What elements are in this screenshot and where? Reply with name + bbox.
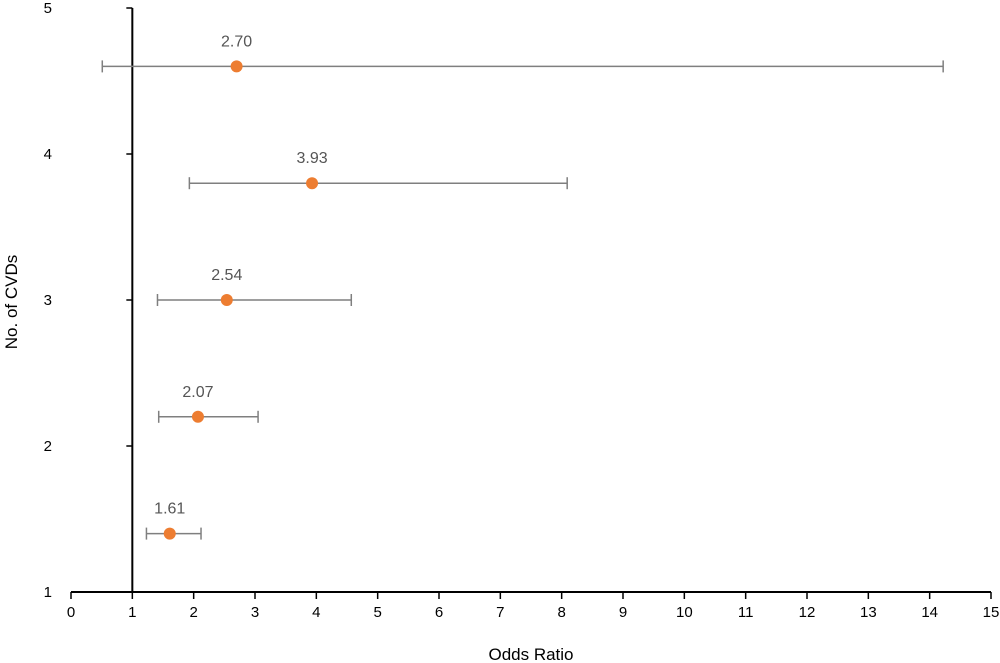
x-tick-label: 8	[557, 604, 565, 621]
x-tick-label: 6	[435, 604, 443, 621]
data-point	[306, 177, 319, 190]
x-tick-label: 15	[983, 604, 1000, 621]
data-label: 1.61	[154, 501, 185, 518]
data-point	[163, 527, 176, 540]
y-axis-title: No. of CVDs	[2, 255, 21, 349]
x-tick-label: 12	[799, 604, 816, 621]
x-tick-label: 7	[496, 604, 504, 621]
x-tick-label: 11	[738, 604, 754, 621]
x-tick-label: 14	[921, 604, 938, 621]
x-axis-title: Odds Ratio	[488, 645, 573, 663]
data-label: 2.70	[221, 33, 252, 50]
x-tick-label: 13	[860, 604, 877, 621]
y-tick-label: 1	[44, 584, 52, 601]
y-tick-label: 2	[44, 438, 52, 455]
error-bars	[101, 60, 944, 540]
data-label: 2.54	[211, 267, 242, 284]
data-points	[163, 60, 319, 540]
data-label: 2.07	[182, 384, 213, 401]
y-tick-label: 3	[44, 292, 52, 309]
data-point	[191, 410, 204, 423]
y-tick-label: 5	[44, 0, 52, 17]
data-point	[230, 60, 243, 73]
x-tick-label: 5	[373, 604, 381, 621]
x-tick-label: 9	[619, 604, 627, 621]
x-tick-label: 4	[312, 604, 320, 621]
x-tick-label: 2	[189, 604, 197, 621]
x-tick-label: 0	[67, 604, 75, 621]
x-tick-label: 3	[251, 604, 259, 621]
x-tick-label: 1	[128, 604, 136, 621]
y-tick-label: 4	[44, 146, 52, 163]
x-tick-label: 10	[676, 604, 693, 621]
data-labels: 1.61 2.07 2.54 3.93 2.70	[154, 33, 328, 517]
data-label: 3.93	[296, 150, 327, 167]
data-point	[220, 294, 233, 306]
